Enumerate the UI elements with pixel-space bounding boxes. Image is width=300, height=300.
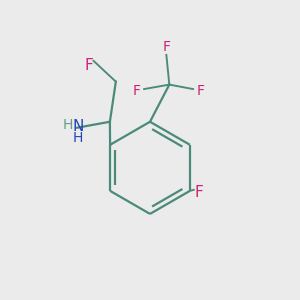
Text: N: N (72, 119, 83, 134)
Text: F: F (195, 185, 203, 200)
Text: F: F (133, 84, 141, 98)
Text: H: H (62, 118, 73, 132)
Text: F: F (162, 40, 170, 55)
Text: F: F (196, 84, 205, 98)
Text: H: H (73, 130, 83, 145)
Text: F: F (85, 58, 93, 73)
